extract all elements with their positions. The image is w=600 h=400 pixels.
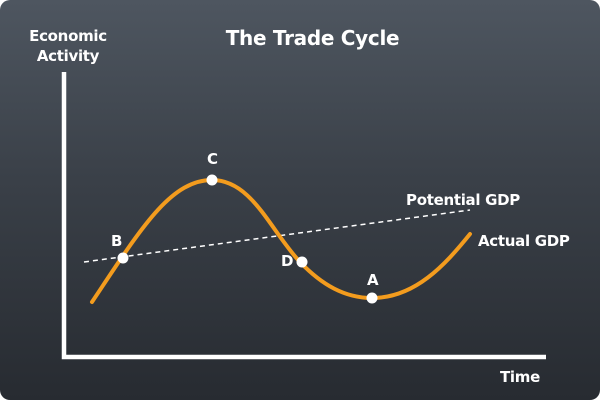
- potential-gdp-line: [83, 209, 471, 263]
- y-axis-label-line-1: Economic: [29, 27, 107, 45]
- point-d-label: D: [281, 252, 294, 270]
- point-c-label: C: [207, 150, 218, 168]
- point-d-marker: [296, 256, 308, 268]
- potential-gdp-label: Potential GDP: [406, 191, 520, 209]
- x-axis-label: Time: [500, 368, 540, 386]
- actual-gdp-curve: [90, 177, 472, 304]
- y-axis-label-line-2: Activity: [36, 47, 100, 65]
- point-a-marker: [366, 292, 378, 304]
- point-c-marker: [206, 174, 218, 186]
- y-axis-label: Economic Activity: [18, 26, 118, 66]
- axes: [61, 72, 546, 360]
- point-b-label: B: [111, 232, 123, 250]
- point-a-label: A: [367, 271, 379, 289]
- point-b-marker: [117, 252, 129, 264]
- actual-gdp-label: Actual GDP: [478, 232, 570, 250]
- diagram-title: The Trade Cycle: [225, 26, 400, 50]
